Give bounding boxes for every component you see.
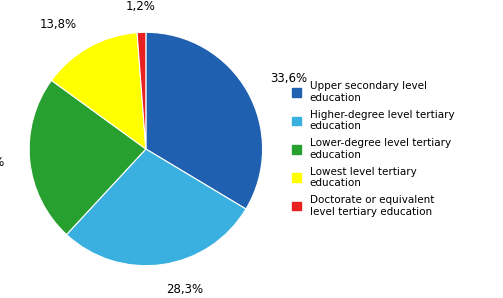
Text: 1,2%: 1,2% bbox=[126, 0, 155, 13]
Wedge shape bbox=[29, 80, 146, 235]
Wedge shape bbox=[137, 32, 146, 149]
Wedge shape bbox=[146, 32, 263, 209]
Wedge shape bbox=[66, 149, 246, 266]
Wedge shape bbox=[51, 33, 146, 149]
Text: 13,8%: 13,8% bbox=[39, 18, 76, 31]
Text: 33,6%: 33,6% bbox=[270, 72, 307, 85]
Legend: Upper secondary level
education, Higher-degree level tertiary
education, Lower-d: Upper secondary level education, Higher-… bbox=[292, 81, 454, 217]
Text: 28,3%: 28,3% bbox=[166, 283, 203, 297]
Text: 23,1%: 23,1% bbox=[0, 156, 4, 169]
